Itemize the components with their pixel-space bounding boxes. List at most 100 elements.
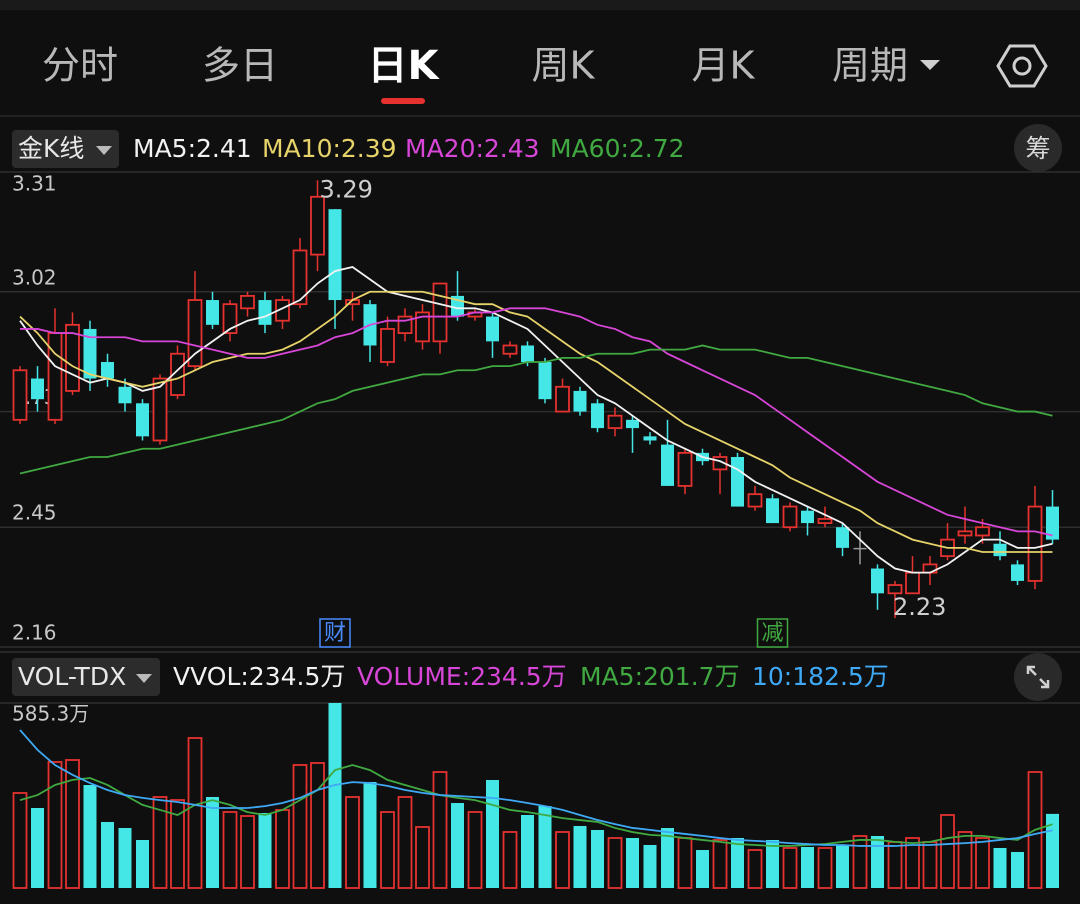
candle-body: [118, 386, 132, 404]
candle-body: [975, 526, 990, 537]
event-label: 减: [761, 621, 783, 646]
y-tick-label: 585.3万: [12, 702, 89, 726]
candle-body: [677, 451, 693, 487]
volume-bar: [451, 803, 464, 888]
volume-bar: [363, 781, 377, 888]
candle-body: [887, 584, 903, 595]
legend-entry: MA5:201.7万: [580, 662, 740, 691]
candle-body: [258, 300, 272, 325]
volume-bar: [467, 811, 483, 889]
tab[interactable]: 日K: [368, 43, 441, 89]
candle-body: [817, 518, 833, 524]
indicator-box[interactable]: [12, 658, 160, 696]
expand-arrow: [1039, 678, 1049, 688]
volume-bar: [240, 815, 255, 889]
event-label: 财: [324, 621, 346, 646]
candle-body: [766, 498, 779, 524]
tab[interactable]: 周期: [832, 44, 908, 88]
candle-body: [222, 303, 238, 334]
candle-body: [65, 323, 80, 392]
volume-bar: [696, 850, 709, 888]
dropdown-caret: [920, 60, 940, 70]
volume-bar: [852, 835, 868, 889]
candle-body: [957, 530, 973, 537]
volume-bar: [957, 831, 973, 889]
candle-body: [187, 299, 203, 368]
volume-bar: [275, 809, 290, 889]
tab[interactable]: 多日: [202, 44, 278, 88]
volume-bar: [801, 847, 814, 888]
candle-body: [310, 195, 325, 256]
volume-bar: [152, 796, 168, 889]
volume-bar: [83, 784, 97, 888]
volume-bar: [940, 814, 955, 889]
tab[interactable]: 分时: [42, 44, 118, 88]
candle-body: [731, 457, 744, 507]
volume-bar: [555, 831, 570, 889]
volume-bar: [747, 849, 763, 889]
candle-body: [853, 547, 867, 550]
status-bar: [0, 0, 1080, 10]
volume-bar: [502, 831, 518, 889]
volume-bar: [292, 764, 308, 889]
event-marker[interactable]: [756, 618, 789, 648]
candle-body: [101, 362, 114, 379]
volume-bar: [573, 825, 587, 888]
ma-line: [19, 764, 1053, 847]
legend-entry: MA20:2.43: [405, 134, 540, 163]
legend-entry: MA10:2.39: [262, 134, 397, 163]
volume-bar: [731, 837, 744, 888]
settings-button[interactable]: [996, 44, 1048, 88]
volume-bar: [905, 837, 920, 889]
volume-bar: [817, 847, 833, 889]
tab[interactable]: 月K: [692, 44, 756, 88]
volume-bar: [643, 844, 657, 888]
candle-body: [47, 332, 63, 421]
volume-bar: [101, 822, 114, 888]
volume-bar: [432, 771, 448, 889]
candle-body: [555, 385, 570, 413]
volume-bar: [712, 839, 728, 889]
candle-body: [1027, 505, 1043, 582]
y-tick-label: 3.02: [12, 265, 57, 289]
candle-body: [170, 352, 185, 396]
min-label: 2.23: [893, 593, 946, 621]
candle-body: [206, 300, 219, 325]
volume-bar: [677, 837, 693, 889]
dropdown-caret: [136, 674, 152, 683]
candle-body: [12, 369, 28, 421]
candle-body: [661, 444, 674, 486]
volume-bar: [975, 837, 990, 889]
expand-icon: [1026, 665, 1050, 689]
candle-body: [607, 414, 623, 429]
volume-bar: [1046, 813, 1059, 888]
tab[interactable]: 周K: [532, 44, 596, 88]
volume-bar: [538, 806, 552, 888]
max-label: 3.29: [320, 175, 373, 203]
candle-body: [328, 209, 342, 301]
volume-bar: [766, 839, 779, 888]
volume-bar: [607, 837, 623, 889]
chip-button[interactable]: [1014, 124, 1062, 172]
ma-line: [19, 729, 1053, 847]
event-marker[interactable]: [319, 618, 351, 648]
volume-bar: [328, 703, 342, 888]
candle-body: [31, 378, 44, 400]
expand-button[interactable]: [1014, 653, 1062, 701]
candle-body: [380, 328, 395, 363]
dropdown-caret: [96, 146, 112, 155]
ma-line: [20, 307, 1053, 537]
settings-hexagon: [996, 44, 1048, 88]
legend-entry: MA5:2.41: [133, 134, 252, 163]
volume-bar: [222, 811, 238, 889]
candle-body: [626, 419, 639, 429]
indicator-box[interactable]: [12, 130, 119, 168]
volume-bar: [118, 828, 132, 888]
candle-body: [292, 249, 308, 306]
volume-bar: [993, 847, 1007, 888]
candle-body: [502, 344, 518, 355]
candle-body: [83, 328, 97, 379]
candle-body: [782, 505, 798, 529]
candle-body: [801, 510, 814, 524]
